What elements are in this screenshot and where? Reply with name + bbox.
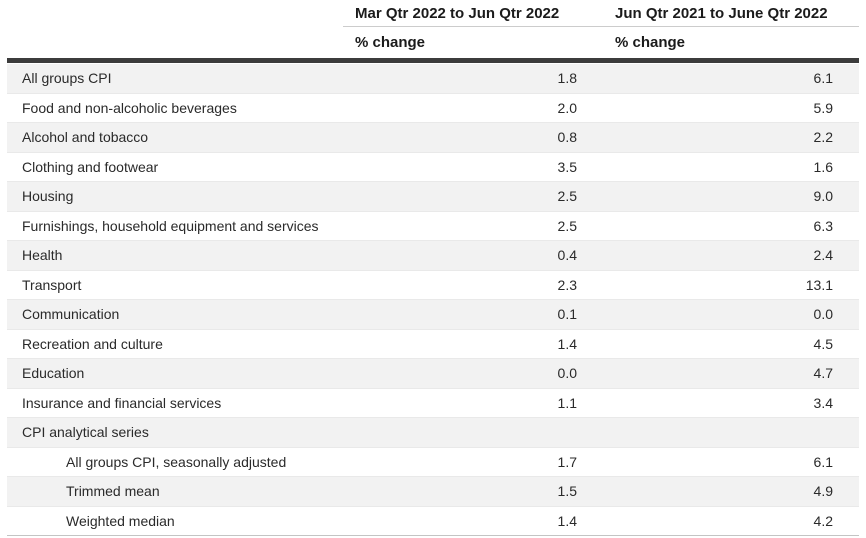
row-label: Transport: [22, 276, 82, 293]
column-unit-quarterly-label: % change: [355, 34, 426, 51]
header-spacer: [7, 0, 343, 27]
table-row: Communication 0.1 0.0: [7, 300, 859, 330]
row-label: Health: [22, 247, 63, 264]
row-label: Food and non-alcoholic beverages: [22, 99, 237, 116]
table-row: Food and non-alcoholic beverages 2.0 5.9: [7, 94, 859, 123]
row-label: Insurance and financial services: [22, 394, 222, 411]
row-value-annual: 9.0: [813, 188, 833, 205]
table-header-periods: Mar Qtr 2022 to Jun Qtr 2022 Jun Qtr 202…: [7, 0, 859, 27]
row-value-annual: 4.9: [813, 483, 833, 500]
row-label: Weighted median: [66, 512, 175, 529]
row-value-quarterly: 2.3: [557, 276, 577, 293]
row-value-quarterly: 2.5: [557, 217, 577, 234]
table-header-units: % change % change: [7, 27, 859, 58]
header-spacer: [7, 27, 343, 58]
row-value-annual: 13.1: [805, 276, 833, 293]
row-value-quarterly: 1.7: [557, 453, 577, 470]
row-value-quarterly: 2.0: [557, 99, 577, 116]
table-row: Clothing and footwear 3.5 1.6: [7, 153, 859, 182]
table-row: Alcohol and tobacco 0.8 2.2: [7, 123, 859, 153]
row-label: All groups CPI: [22, 70, 112, 87]
table-row: Furnishings, household equipment and ser…: [7, 212, 859, 241]
row-value-annual: 2.2: [813, 129, 833, 146]
row-value-quarterly: 1.8: [557, 70, 577, 87]
row-value-quarterly: 0.0: [557, 365, 577, 382]
row-value-quarterly: 1.4: [557, 512, 577, 529]
row-label: Trimmed mean: [66, 483, 160, 500]
row-value-annual: 4.5: [813, 335, 833, 352]
table-row: Education 0.0 4.7: [7, 359, 859, 389]
column-header-quarterly-label: Mar Qtr 2022 to Jun Qtr 2022: [355, 4, 560, 22]
row-label: Clothing and footwear: [22, 158, 159, 175]
row-value-annual: 6.3: [813, 217, 833, 234]
table-row: Transport 2.3 13.1: [7, 271, 859, 300]
column-header-annual-label: Jun Qtr 2021 to June Qtr 2022: [615, 4, 828, 22]
row-value-annual: 3.4: [813, 394, 833, 411]
table-row: All groups CPI, seasonally adjusted 1.7 …: [7, 448, 859, 477]
row-value-annual: 4.7: [813, 365, 833, 382]
row-label: Housing: [22, 188, 74, 205]
row-value-annual: 4.2: [813, 512, 833, 529]
cpi-table: Mar Qtr 2022 to Jun Qtr 2022 Jun Qtr 202…: [7, 0, 859, 536]
row-value-annual: 5.9: [813, 99, 833, 116]
table-row: Weighted median 1.4 4.2: [7, 507, 859, 536]
row-label: CPI analytical series: [22, 424, 149, 441]
row-value-annual: 6.1: [813, 453, 833, 470]
row-value-quarterly: 0.8: [557, 129, 577, 146]
row-value-annual: 0.0: [813, 306, 833, 323]
table-body: All groups CPI 1.8 6.1 Food and non-alco…: [7, 64, 859, 536]
row-label: Alcohol and tobacco: [22, 129, 149, 146]
row-value-annual: 2.4: [813, 247, 833, 264]
row-label: Recreation and culture: [22, 335, 163, 352]
table-row: CPI analytical series: [7, 418, 859, 448]
row-value-quarterly: 1.1: [557, 394, 577, 411]
row-label: Education: [22, 365, 85, 382]
table-row: Insurance and financial services 1.1 3.4: [7, 389, 859, 418]
row-value-annual: 1.6: [813, 158, 833, 175]
column-unit-annual: % change: [603, 27, 859, 58]
table-row: Housing 2.5 9.0: [7, 182, 859, 212]
column-unit-quarterly: % change: [343, 27, 603, 58]
row-value-quarterly: 1.4: [557, 335, 577, 352]
column-header-annual: Jun Qtr 2021 to June Qtr 2022: [603, 0, 859, 27]
column-header-quarterly: Mar Qtr 2022 to Jun Qtr 2022: [343, 0, 603, 27]
row-label: Communication: [22, 306, 120, 323]
row-label: All groups CPI, seasonally adjusted: [66, 453, 287, 470]
table-row: Trimmed mean 1.5 4.9: [7, 477, 859, 507]
row-value-quarterly: 3.5: [557, 158, 577, 175]
table-row: Recreation and culture 1.4 4.5: [7, 330, 859, 359]
row-value-quarterly: 1.5: [557, 483, 577, 500]
header-divider-bar: [7, 58, 859, 63]
row-label: Furnishings, household equipment and ser…: [22, 217, 319, 234]
row-value-quarterly: 0.4: [557, 247, 577, 264]
table-row: All groups CPI 1.8 6.1: [7, 64, 859, 94]
row-value-annual: 6.1: [813, 70, 833, 87]
table-row: Health 0.4 2.4: [7, 241, 859, 271]
row-value-quarterly: 0.1: [557, 306, 577, 323]
column-unit-annual-label: % change: [615, 34, 686, 51]
row-value-quarterly: 2.5: [557, 188, 577, 205]
